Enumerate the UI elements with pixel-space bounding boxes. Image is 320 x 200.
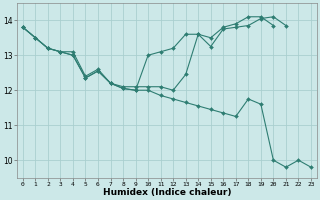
X-axis label: Humidex (Indice chaleur): Humidex (Indice chaleur): [103, 188, 231, 197]
